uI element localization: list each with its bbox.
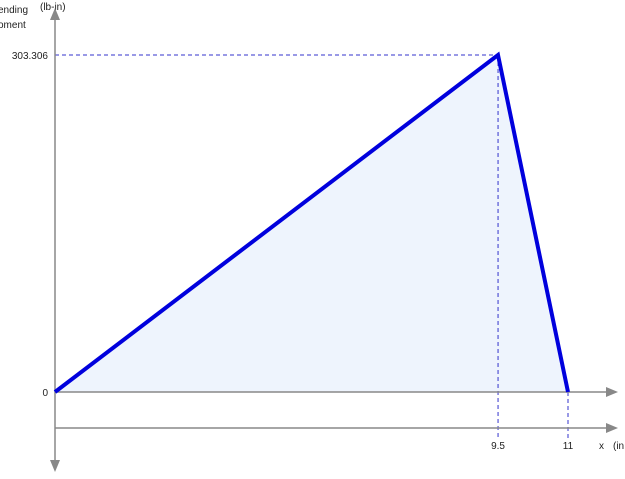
y-axis-arrow-down-icon (50, 460, 60, 472)
x-tick-label-9-5: 9.5 (491, 441, 505, 452)
y-tick-label-0: 0 (42, 388, 48, 399)
y-tick-label-peak: 303.306 (12, 51, 49, 62)
zero-baseline-arrow-icon (606, 387, 618, 397)
y-axis-unit-label: (lb-in) (40, 2, 66, 13)
x-axis-arrow-icon (606, 423, 618, 433)
y-axis-arrow-up-icon (50, 8, 60, 20)
y-axis-label-line-1: ending (0, 5, 28, 16)
moment-area-fill (55, 55, 568, 392)
x-axis-label: x (599, 441, 604, 452)
y-axis-label-line-2: oment (0, 20, 26, 31)
x-axis-unit-label: (in (613, 441, 624, 452)
moment-series-line (53, 51, 570, 394)
x-tick-label-11: 11 (563, 441, 574, 452)
